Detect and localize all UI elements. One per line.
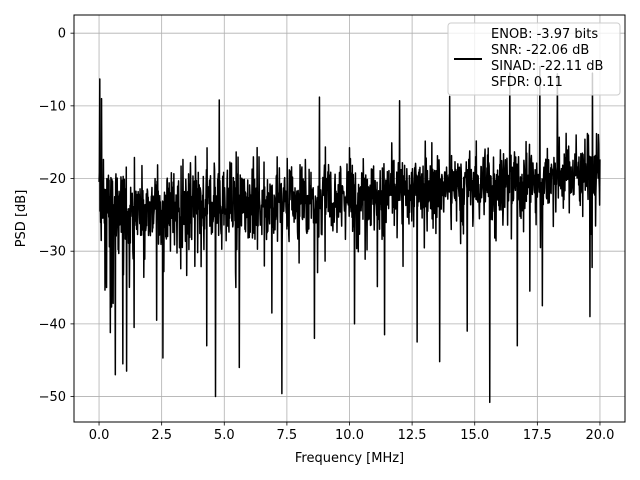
- y-tick-label: −40: [39, 317, 66, 332]
- x-tick-label: 15.0: [460, 428, 489, 443]
- series-line-group: [98, 65, 601, 404]
- x-tick-label: 7.5: [277, 428, 298, 443]
- legend-line-4: SFDR: 0.11: [491, 75, 563, 90]
- legend-line-1: ENOB: -3.97 bits: [491, 27, 598, 42]
- y-tick-label: −20: [39, 172, 66, 187]
- y-axis-label: PSD [dB]: [14, 190, 29, 248]
- x-tick-label: 17.5: [523, 428, 552, 443]
- y-tick-label: 0: [58, 27, 66, 42]
- legend-line-2: SNR: -22.06 dB: [491, 43, 589, 58]
- y-tick-label: −50: [39, 390, 66, 405]
- x-tick-label: 2.5: [151, 428, 172, 443]
- x-tick-label: 12.5: [398, 428, 427, 443]
- legend: ENOB: -3.97 bits SNR: -22.06 dB SINAD: -…: [447, 22, 621, 96]
- legend-box: [447, 22, 621, 96]
- y-tick-label: −30: [39, 245, 66, 260]
- y-tick-label: −10: [39, 99, 66, 114]
- x-tick-label: 0.0: [89, 428, 110, 443]
- x-axis-label: Frequency [MHz]: [295, 451, 404, 466]
- x-tick-label: 10.0: [335, 428, 364, 443]
- plot-frame: [73, 14, 626, 423]
- psd-series-line: [98, 65, 601, 404]
- axis-ticks: 0.0 2.5 5.0 7.5 10.0 12.5 15.0 17.5 20.0 0 −10 −20 −…: [39, 27, 615, 443]
- legend-line-3: SINAD: -22.11 dB: [491, 59, 603, 74]
- x-tick-label: 5.0: [214, 428, 235, 443]
- x-tick-label: 20.0: [585, 428, 614, 443]
